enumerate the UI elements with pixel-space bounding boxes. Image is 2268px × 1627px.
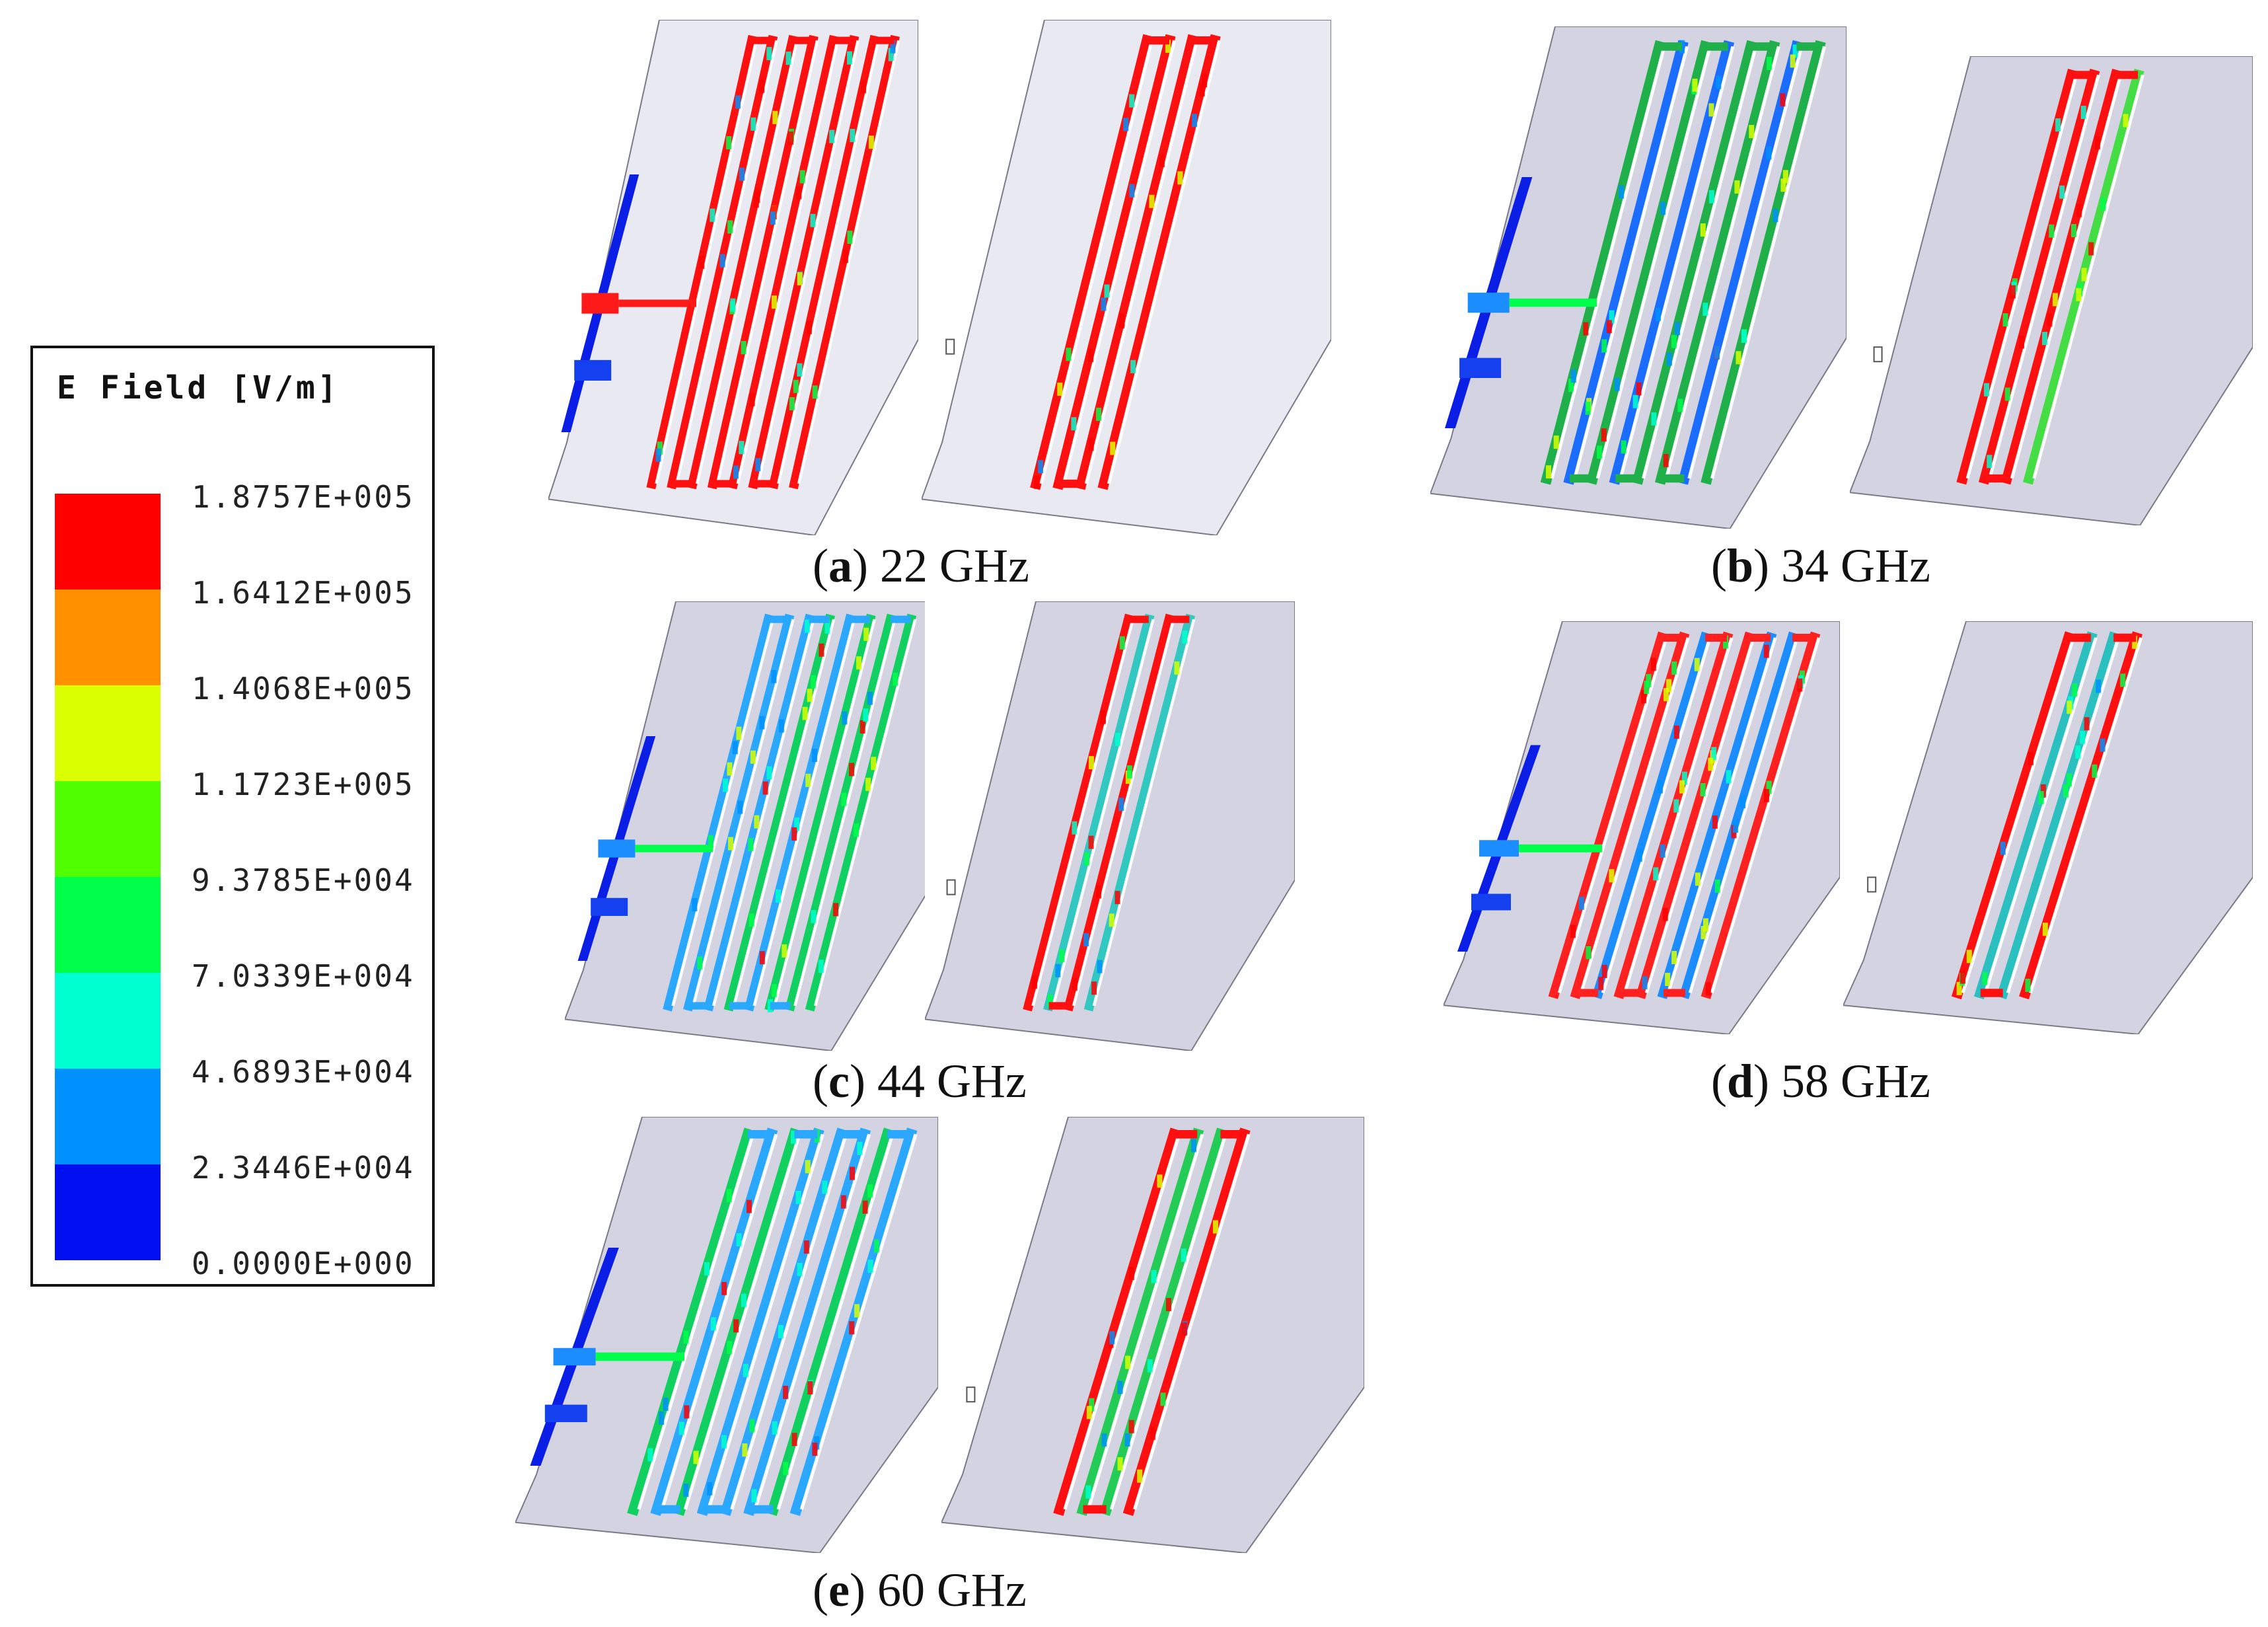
panel-e-left (515, 1117, 938, 1553)
substrate (1850, 56, 2253, 525)
substrate (1843, 621, 2253, 1034)
port-marker (946, 879, 956, 895)
antenna-front-view (515, 1117, 938, 1553)
panel-a-right (922, 20, 1331, 535)
antenna-front-view (548, 20, 918, 535)
caption-e: (e) 60 GHz (813, 1564, 1027, 1616)
legend-tick-4: 9.3785E+004 (192, 862, 415, 898)
feed-line (1457, 745, 1602, 952)
antenna-front-view (1444, 621, 1840, 1034)
panel-c-right (925, 601, 1295, 1051)
legend-swatch-1 (55, 589, 161, 685)
feed-line (530, 1248, 684, 1466)
substrate (925, 601, 1295, 1051)
legend-swatch-5 (55, 973, 161, 1069)
antenna-front-view (565, 601, 935, 1051)
legend-tick-7: 2.3446E+004 (192, 1150, 415, 1186)
panel-d-right (1843, 621, 2253, 1034)
panel-c-left (565, 601, 935, 1051)
meander-trace (1951, 631, 2143, 1000)
legend-tick-2: 1.4068E+005 (192, 671, 415, 706)
meander-trace (663, 613, 917, 1012)
meander-trace (1030, 34, 1222, 490)
panel-b-right (1850, 56, 2253, 525)
legend-swatch-0 (55, 494, 161, 589)
port-marker (1873, 346, 1883, 363)
antenna-back-view (1843, 621, 2253, 1034)
legend-tick-0: 1.8757E+005 (192, 479, 415, 515)
caption-a: (a) 22 GHz (813, 539, 1029, 592)
feed-line (1445, 177, 1597, 428)
legend-tick-8: 0.0000E+000 (192, 1246, 415, 1281)
legend-tick-6: 4.6893E+004 (192, 1054, 415, 1090)
caption-d: (d) 58 GHz (1711, 1055, 1930, 1108)
legend-swatch-4 (55, 877, 161, 973)
legend-swatch-6 (55, 1069, 161, 1164)
panel-b-left (1430, 26, 1847, 529)
meander-trace (646, 34, 900, 490)
panel-e-right (941, 1117, 1364, 1553)
meander-trace (1548, 631, 1821, 999)
port-marker (966, 1386, 976, 1403)
legend-swatch-7 (55, 1164, 161, 1260)
substrate (941, 1117, 1364, 1553)
panel-d-left (1444, 621, 1840, 1034)
meander-trace (1053, 1127, 1251, 1516)
panel-a-left (548, 20, 918, 535)
legend-tick-3: 1.1723E+005 (192, 767, 415, 802)
meander-trace (1023, 613, 1196, 1012)
caption-c: (c) 44 GHz (813, 1055, 1027, 1108)
antenna-back-view (922, 20, 1331, 535)
legend-title: E Field [V/m] (57, 369, 340, 406)
port-marker (1867, 876, 1877, 893)
legend-tick-5: 7.0339E+004 (192, 958, 415, 994)
legend-tick-1: 1.6412E+005 (192, 575, 415, 611)
port-marker (945, 338, 955, 355)
antenna-front-view (1430, 26, 1847, 529)
meander-trace (1540, 40, 1827, 485)
color-legend: E Field [V/m] 1.8757E+005 1.6412E+005 1.… (30, 346, 435, 1287)
feed-line (577, 736, 713, 961)
antenna-back-view (1850, 56, 2253, 525)
feed-line (561, 174, 696, 432)
legend-swatch-3 (55, 781, 161, 877)
substrate (922, 20, 1331, 535)
caption-b: (b) 34 GHz (1711, 539, 1930, 592)
legend-swatch-2 (55, 685, 161, 781)
meander-trace (627, 1127, 918, 1516)
meander-trace (1956, 69, 2144, 485)
antenna-back-view (941, 1117, 1364, 1553)
antenna-back-view (925, 601, 1295, 1051)
